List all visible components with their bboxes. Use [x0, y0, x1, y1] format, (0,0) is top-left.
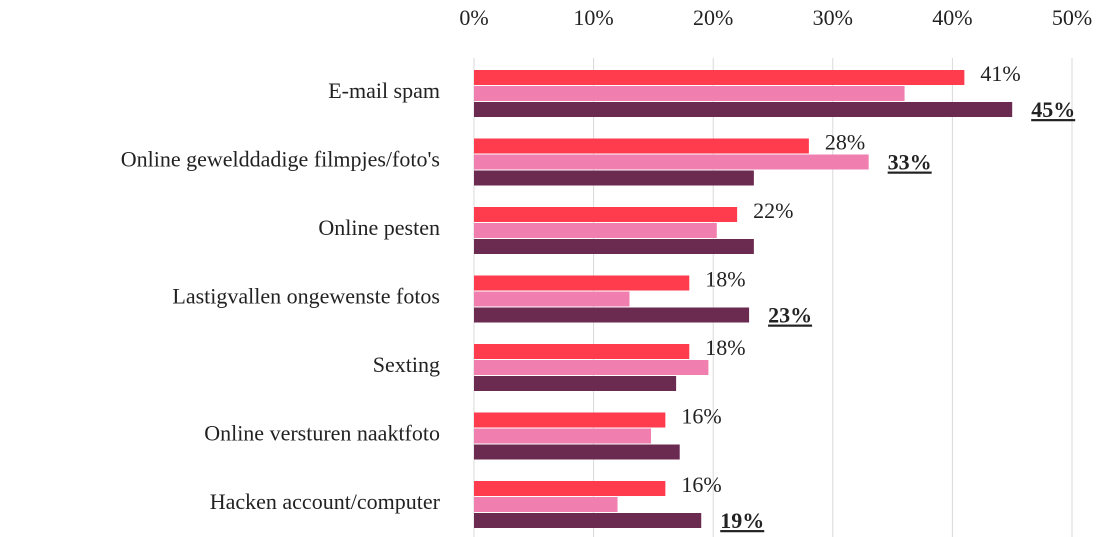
bar — [474, 223, 717, 238]
bar — [474, 70, 965, 85]
bar — [474, 412, 666, 428]
bar — [474, 170, 754, 186]
bar — [474, 513, 702, 528]
data-label: 16% — [681, 404, 721, 429]
category-label: Online versturen naaktfoto — [204, 421, 440, 446]
bar — [474, 154, 869, 170]
bar — [474, 444, 680, 460]
bar — [474, 275, 690, 291]
data-label: 23% — [768, 303, 812, 328]
bar — [474, 428, 652, 444]
data-label: 16% — [681, 472, 721, 497]
category-label: E-mail spam — [328, 78, 440, 103]
x-tick-label: 30% — [813, 5, 853, 30]
bar — [474, 291, 630, 307]
category-label: Sexting — [373, 352, 440, 377]
bar — [474, 497, 618, 512]
category-label: Lastigvallen ongewenste fotos — [172, 284, 440, 309]
bar — [474, 239, 754, 254]
data-label: 22% — [753, 198, 793, 223]
x-tick-label: 0% — [459, 5, 488, 30]
bar — [474, 481, 666, 496]
bar — [474, 344, 690, 359]
category-label: Hacken account/computer — [210, 489, 441, 514]
bar — [474, 360, 709, 375]
bar — [474, 376, 677, 391]
bar — [474, 86, 905, 101]
data-label: 18% — [705, 335, 745, 360]
data-label: 28% — [825, 130, 865, 155]
bar — [474, 102, 1013, 117]
bar — [474, 307, 750, 323]
data-label: 41% — [980, 61, 1020, 86]
data-label: 45% — [1031, 97, 1075, 122]
bar — [474, 138, 809, 154]
x-tick-label: 10% — [573, 5, 613, 30]
category-label: Online gewelddadige filmpjes/foto's — [121, 147, 440, 172]
data-label: 33% — [888, 150, 932, 175]
x-tick-label: 50% — [1052, 5, 1092, 30]
data-label: 19% — [720, 508, 764, 533]
bar — [474, 207, 738, 222]
data-label: 18% — [705, 267, 745, 292]
x-tick-label: 40% — [932, 5, 972, 30]
category-label: Online pesten — [318, 215, 440, 240]
x-tick-label: 20% — [693, 5, 733, 30]
